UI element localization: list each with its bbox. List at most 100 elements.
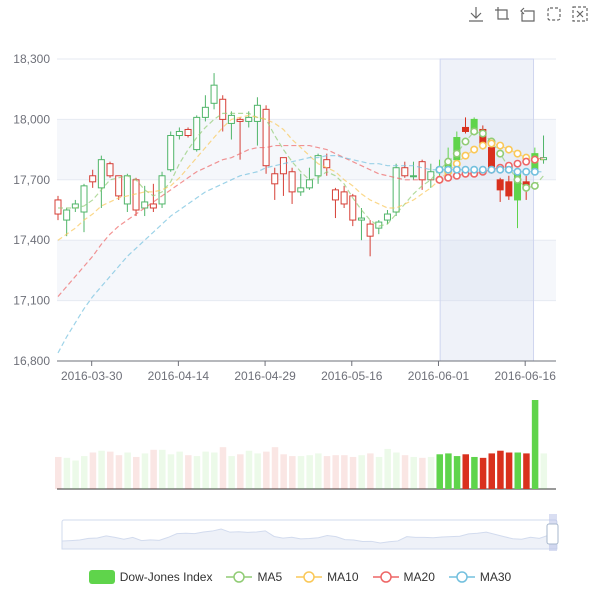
- ma-point[interactable]: [478, 165, 487, 174]
- volume-bar[interactable]: [540, 453, 548, 489]
- volume-bar[interactable]: [531, 400, 539, 489]
- candle[interactable]: [132, 177, 140, 217]
- candle[interactable]: [253, 97, 261, 146]
- legend-item-dow-jones-index[interactable]: Dow-Jones Index: [88, 570, 212, 584]
- ma-point[interactable]: [513, 175, 522, 184]
- volume-bar[interactable]: [341, 455, 348, 489]
- volume-bar[interactable]: [219, 447, 227, 489]
- candle[interactable]: [167, 131, 175, 172]
- candle[interactable]: [106, 161, 114, 178]
- ma-point[interactable]: [513, 149, 522, 158]
- candle[interactable]: [63, 207, 71, 237]
- candle[interactable]: [461, 117, 469, 134]
- candle[interactable]: [193, 115, 201, 152]
- volume-bar[interactable]: [280, 454, 287, 489]
- volume-bar[interactable]: [315, 453, 322, 489]
- ma-point[interactable]: [435, 165, 444, 174]
- candle[interactable]: [392, 163, 400, 217]
- volume-bar[interactable]: [55, 456, 62, 489]
- volume-bar[interactable]: [505, 452, 513, 489]
- volume-bar[interactable]: [497, 450, 504, 489]
- candle[interactable]: [71, 199, 79, 213]
- ma-point[interactable]: [452, 149, 461, 158]
- volume-bar[interactable]: [289, 456, 296, 489]
- volume-bar[interactable]: [89, 452, 97, 489]
- volume-bar[interactable]: [124, 452, 131, 489]
- volume-bar[interactable]: [436, 454, 443, 489]
- ma-point[interactable]: [530, 167, 539, 176]
- candle[interactable]: [201, 95, 209, 122]
- candle[interactable]: [505, 175, 513, 200]
- volume-bar[interactable]: [306, 455, 313, 489]
- candle[interactable]: [158, 171, 166, 208]
- legend-item-ma20[interactable]: MA20: [372, 570, 435, 584]
- volume-bar[interactable]: [323, 456, 331, 489]
- volume-bar[interactable]: [63, 457, 71, 489]
- candle[interactable]: [305, 167, 313, 190]
- ma-point[interactable]: [504, 145, 513, 154]
- volume-bar[interactable]: [410, 456, 417, 489]
- volume-bar[interactable]: [159, 449, 166, 489]
- ma-point[interactable]: [461, 151, 470, 160]
- candle[interactable]: [210, 73, 218, 110]
- volume-bar[interactable]: [393, 452, 400, 489]
- candle[interactable]: [297, 173, 305, 196]
- volume-bar[interactable]: [167, 454, 175, 489]
- volume-bar[interactable]: [471, 456, 478, 489]
- ma-point[interactable]: [522, 183, 531, 192]
- candle[interactable]: [89, 169, 97, 188]
- volume-bar[interactable]: [297, 456, 305, 489]
- volume-bar[interactable]: [523, 453, 530, 489]
- candle[interactable]: [314, 153, 322, 184]
- candle[interactable]: [383, 210, 391, 225]
- candle[interactable]: [236, 117, 244, 160]
- volume-bar[interactable]: [271, 447, 279, 489]
- volume-bar[interactable]: [133, 456, 140, 489]
- volume-bar[interactable]: [445, 453, 452, 489]
- candle[interactable]: [375, 220, 383, 235]
- zoom-reset-icon[interactable]: [518, 4, 538, 24]
- candle[interactable]: [175, 127, 183, 140]
- volume-bar[interactable]: [401, 455, 409, 489]
- candle[interactable]: [366, 220, 374, 257]
- volume-bar[interactable]: [141, 453, 149, 489]
- ma-point[interactable]: [530, 155, 539, 164]
- volume-bar[interactable]: [211, 452, 218, 489]
- ma-point[interactable]: [444, 173, 453, 182]
- candle[interactable]: [80, 183, 88, 233]
- ma-point[interactable]: [487, 165, 496, 174]
- volume-bar[interactable]: [98, 450, 105, 489]
- volume-bar[interactable]: [263, 451, 270, 489]
- candle[interactable]: [401, 161, 409, 178]
- volume-bar[interactable]: [419, 457, 426, 489]
- candle[interactable]: [149, 183, 157, 213]
- candle[interactable]: [409, 161, 417, 180]
- candle[interactable]: [488, 145, 495, 169]
- volume-bar[interactable]: [375, 456, 383, 489]
- brush-selection[interactable]: [439, 58, 535, 362]
- volume-bar[interactable]: [202, 451, 209, 489]
- brush-clear-icon[interactable]: [570, 4, 590, 24]
- ma-point[interactable]: [470, 145, 479, 154]
- save-image-icon[interactable]: [466, 4, 486, 24]
- candle[interactable]: [245, 111, 253, 128]
- ma-point[interactable]: [444, 165, 453, 174]
- ma-point[interactable]: [496, 149, 505, 158]
- legend-item-ma10[interactable]: MA10: [296, 570, 359, 584]
- candle[interactable]: [288, 167, 296, 204]
- volume-bar[interactable]: [462, 454, 469, 489]
- volume-bar[interactable]: [479, 457, 487, 489]
- ma-point[interactable]: [461, 165, 470, 174]
- volume-bar[interactable]: [237, 454, 244, 489]
- volume-bar[interactable]: [488, 453, 496, 489]
- candle[interactable]: [262, 105, 270, 174]
- volume-bar[interactable]: [349, 456, 357, 489]
- ma-point[interactable]: [530, 181, 539, 190]
- candle[interactable]: [271, 167, 279, 200]
- volume-bar[interactable]: [115, 455, 123, 489]
- volume-bar[interactable]: [107, 451, 114, 489]
- candle[interactable]: [123, 173, 131, 213]
- volume-bar[interactable]: [176, 451, 183, 489]
- ma-point[interactable]: [522, 167, 531, 176]
- ma-point[interactable]: [470, 127, 479, 136]
